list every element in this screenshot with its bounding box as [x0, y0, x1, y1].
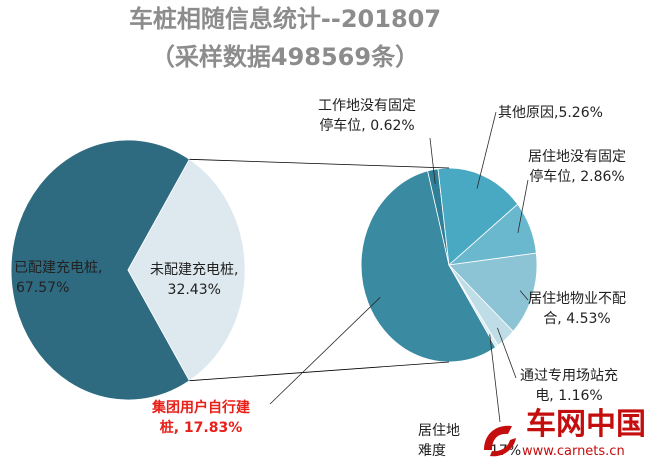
slice-not-configured	[127, 158, 246, 382]
label-no-work-parking: 工作地没有固定 停车位, 0.62%	[318, 98, 416, 134]
watermark-logo-icon	[484, 425, 516, 457]
label-group-self-built: 集团用户自行建 桩, 17.83%	[152, 400, 250, 436]
connector-top	[189, 158, 450, 169]
label-configured: 已配建充电桩, 67.57%	[14, 260, 103, 296]
leader-group-self-built	[269, 297, 381, 405]
watermark-url: www.carnets.cn	[522, 444, 625, 459]
label-other-reasons: 其他原因,5.26%	[498, 105, 603, 121]
label-property-uncooperative: 居住地物业不配 合, 4.53%	[528, 291, 626, 327]
connector-bottom	[189, 361, 450, 382]
leader-dedicated-station	[497, 327, 517, 379]
leader-property-uncooperative	[519, 290, 529, 301]
watermark-brand: 车网中国	[526, 407, 646, 442]
slice-property-uncooperative	[448, 252, 538, 332]
leader-no-work-parking	[429, 137, 436, 185]
chart-title: 车桩相随信息统计--201807	[128, 5, 442, 33]
label-no-home-parking: 居住地没有固定 停车位, 2.86%	[528, 149, 626, 185]
label-not-configured: 未配建充电桩, 32.43%	[150, 262, 239, 298]
chart-subtitle: （采样数据498569条）	[150, 43, 420, 71]
leader-no-home-parking	[517, 179, 529, 233]
slice-other-reasons	[437, 167, 519, 266]
leader-other-reasons	[476, 111, 497, 189]
slice-group-self-built	[360, 170, 497, 363]
leader-home-install-difficulty	[489, 334, 501, 423]
slice-home-install-difficulty	[448, 264, 499, 348]
slice-configured	[10, 139, 190, 401]
label-dedicated-station: 通过专用场站充 电, 1.16%	[520, 368, 618, 404]
